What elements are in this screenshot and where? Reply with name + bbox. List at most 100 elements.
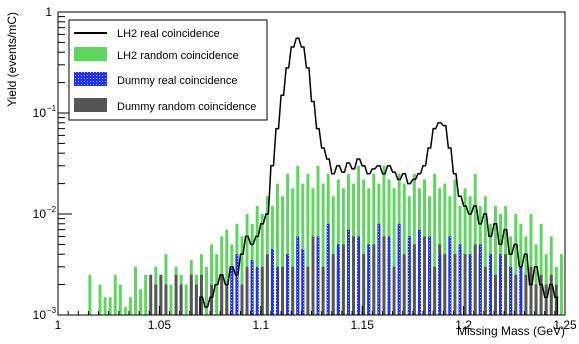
bar-dummy_random bbox=[412, 244, 416, 315]
bar-dummy_random bbox=[392, 266, 396, 315]
bar-dummy_random bbox=[433, 266, 437, 315]
bar-dummy_real bbox=[488, 254, 492, 315]
bar-dummy_real bbox=[519, 266, 523, 315]
legend-label-lh2-real: LH2 real coincidence bbox=[117, 28, 220, 40]
bar-dummy_random bbox=[240, 284, 244, 315]
line-lh2_real bbox=[199, 37, 559, 315]
bar-lh2_random bbox=[144, 274, 148, 315]
bar-dummy_real bbox=[509, 266, 513, 315]
bar-dummy_real bbox=[428, 236, 432, 315]
y-tick-exponent: −3 bbox=[47, 306, 57, 315]
bar-dummy_random bbox=[260, 266, 264, 315]
legend-label-dummy-real: Dummy real coincidence bbox=[117, 75, 237, 87]
bar-lh2_random bbox=[306, 173, 310, 315]
bar-dummy_real bbox=[397, 223, 401, 315]
bar-dummy_random bbox=[149, 274, 153, 315]
bar-dummy_random bbox=[483, 266, 487, 315]
bar-dummy_random bbox=[199, 274, 203, 315]
bar-dummy_real bbox=[235, 254, 239, 315]
legend: LH2 real coincidence LH2 random coincide… bbox=[68, 19, 268, 121]
bar-lh2_random bbox=[433, 173, 437, 315]
x-tick-label: 1.25 bbox=[553, 318, 577, 332]
bar-lh2_random bbox=[402, 183, 406, 315]
bar-dummy_random bbox=[281, 266, 285, 315]
bar-dummy_random bbox=[331, 254, 335, 315]
bar-dummy_real bbox=[286, 254, 290, 315]
bar-dummy_real bbox=[367, 244, 371, 315]
bar-lh2_random bbox=[164, 254, 168, 315]
bar-lh2_random bbox=[453, 179, 457, 315]
bar-lh2_random bbox=[98, 284, 102, 315]
bar-lh2_random bbox=[483, 196, 487, 315]
bar-lh2_random bbox=[123, 307, 127, 315]
bar-lh2_random bbox=[205, 266, 208, 315]
bar-lh2_random bbox=[291, 188, 295, 315]
bar-lh2_random bbox=[134, 266, 137, 315]
y-tick-label: 10 bbox=[33, 207, 47, 221]
bar-lh2_random bbox=[494, 206, 497, 315]
bar-dummy_random bbox=[549, 274, 553, 315]
bar-dummy_random bbox=[194, 284, 198, 315]
bar-dummy_random bbox=[210, 284, 214, 315]
bar-dummy_real bbox=[458, 244, 462, 315]
bar-lh2_random bbox=[281, 196, 285, 315]
bar-dummy_random bbox=[341, 244, 345, 315]
bar-dummy_random bbox=[443, 254, 447, 315]
bar-lh2_random bbox=[108, 297, 112, 315]
bar-dummy_real bbox=[296, 236, 300, 315]
bar-lh2_random bbox=[139, 289, 143, 315]
y-tick-label: 10 bbox=[33, 106, 47, 120]
bar-dummy_random bbox=[494, 274, 497, 315]
bar-dummy_random bbox=[154, 284, 158, 315]
bar-dummy_real bbox=[448, 236, 452, 315]
bar-dummy_random bbox=[539, 274, 543, 315]
x-axis-label: Missing Mass (GeV) bbox=[457, 324, 565, 338]
bar-dummy_real bbox=[478, 244, 482, 315]
bar-dummy_real bbox=[301, 249, 305, 315]
y-axis-label: Yield (events/mC) bbox=[5, 12, 19, 107]
bar-dummy_random bbox=[554, 284, 558, 315]
legend-swatch-lh2-random bbox=[74, 47, 107, 61]
legend-label-dummy-random: Dummy random coincidence bbox=[117, 101, 256, 113]
bar-dummy_random bbox=[362, 254, 366, 315]
bar-dummy_real bbox=[417, 229, 421, 315]
bar-lh2_random bbox=[463, 188, 467, 315]
bar-dummy_random bbox=[544, 284, 548, 315]
bar-dummy_real bbox=[387, 236, 391, 315]
bar-lh2_random bbox=[184, 284, 188, 315]
bar-dummy_real bbox=[250, 260, 254, 315]
y-tick-label: 10 bbox=[33, 308, 47, 322]
bar-lh2_random bbox=[539, 223, 543, 315]
bar-lh2_random bbox=[225, 229, 229, 315]
bar-dummy_random bbox=[382, 236, 386, 315]
bar-dummy_random bbox=[504, 254, 508, 315]
bar-dummy_random bbox=[174, 274, 178, 315]
bar-lh2_random bbox=[286, 173, 290, 315]
bar-lh2_random bbox=[240, 236, 244, 315]
bar-dummy_random bbox=[402, 254, 406, 315]
bar-dummy_real bbox=[230, 266, 234, 315]
bar-lh2_random bbox=[260, 214, 264, 315]
bar-dummy_random bbox=[463, 254, 467, 315]
histogram-layer bbox=[88, 37, 563, 315]
x-tick-label: 1.15 bbox=[351, 318, 375, 332]
x-tick-label: 1 bbox=[55, 318, 62, 332]
bar-dummy_random bbox=[524, 274, 528, 315]
bar-dummy_random bbox=[352, 236, 355, 315]
bar-dummy_real bbox=[499, 254, 503, 315]
bar-dummy_random bbox=[321, 266, 325, 315]
bar-dummy_real bbox=[346, 229, 350, 315]
bar-dummy_random bbox=[534, 284, 538, 315]
bar-dummy_random bbox=[189, 274, 193, 315]
bar-dummy_random bbox=[311, 236, 315, 315]
bar-dummy_real bbox=[438, 254, 442, 315]
bar-dummy_random bbox=[159, 274, 163, 315]
bar-dummy_real bbox=[326, 223, 330, 315]
bar-dummy_random bbox=[291, 266, 295, 315]
bar-dummy_real bbox=[468, 254, 472, 315]
bar-lh2_random bbox=[443, 183, 447, 315]
legend-label-lh2-random: LH2 random coincidence bbox=[117, 50, 239, 62]
